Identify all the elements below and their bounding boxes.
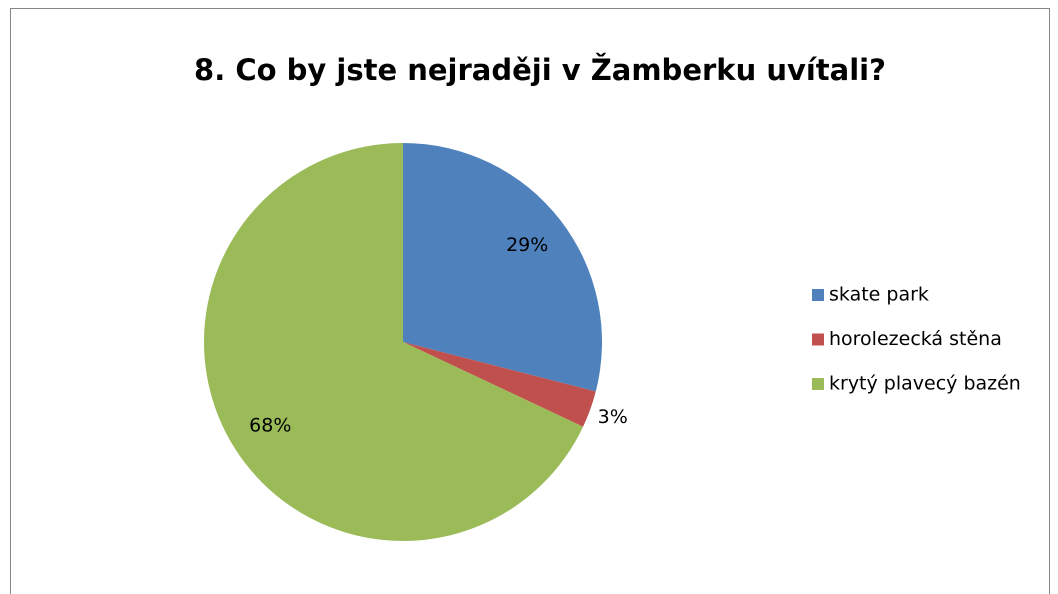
- pie-slice: [403, 143, 602, 392]
- pie-slice: [403, 342, 596, 427]
- legend-swatch: [812, 289, 824, 301]
- data-label: 29%: [506, 234, 548, 256]
- legend-label: skate park: [829, 284, 929, 306]
- chart-title: 8. Co by jste nejraději v Žamberku uvíta…: [194, 53, 886, 87]
- legend-label: horolezecká stěna: [829, 328, 1002, 350]
- legend-swatch: [812, 333, 824, 346]
- pie-slice: [204, 143, 584, 541]
- data-label: 68%: [249, 415, 291, 437]
- legend-swatch: [812, 378, 824, 390]
- legend-label: krytý plavecý bazén: [829, 373, 1021, 395]
- data-label: 3%: [598, 406, 628, 428]
